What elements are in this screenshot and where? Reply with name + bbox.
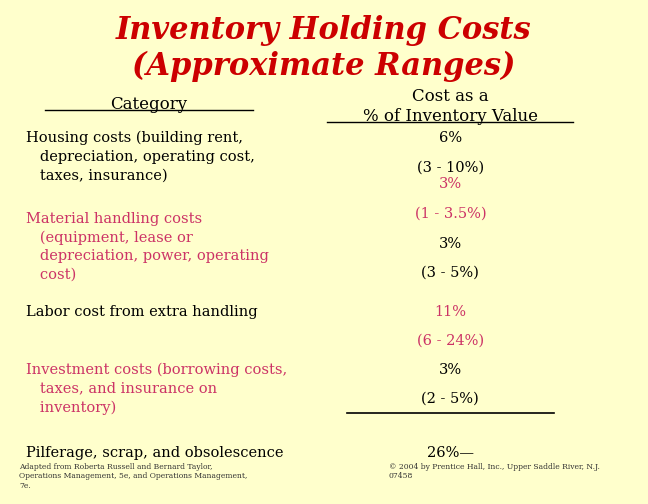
Text: (Approximate Ranges): (Approximate Ranges) [132,50,516,82]
Text: Housing costs (building rent,
   depreciation, operating cost,
   taxes, insuran: Housing costs (building rent, depreciati… [26,131,255,182]
Text: Cost as a: Cost as a [412,88,489,105]
Text: Investment costs (borrowing costs,
   taxes, and insurance on
   inventory): Investment costs (borrowing costs, taxes… [26,363,287,415]
Text: 3%: 3% [439,363,462,377]
Text: 11%: 11% [434,305,467,319]
Text: Adapted from Roberta Russell and Bernard Taylor,
Operations Management, 5e, and : Adapted from Roberta Russell and Bernard… [19,463,248,490]
Text: 3%: 3% [439,177,462,192]
Text: (6 - 24%): (6 - 24%) [417,334,484,348]
Text: (2 - 5%): (2 - 5%) [421,392,480,406]
Text: Inventory Holding Costs: Inventory Holding Costs [116,15,532,46]
Text: (1 - 3.5%): (1 - 3.5%) [415,207,486,221]
Text: (3 - 5%): (3 - 5%) [421,266,480,280]
Text: % of Inventory Value: % of Inventory Value [363,108,538,125]
Text: (3 - 10%): (3 - 10%) [417,160,484,174]
Text: Pilferage, scrap, and obsolescence: Pilferage, scrap, and obsolescence [26,446,283,460]
Text: Material handling costs
   (equipment, lease or
   depreciation, power, operatin: Material handling costs (equipment, leas… [26,212,269,281]
Text: 6%: 6% [439,131,462,145]
Text: 26%—: 26%— [427,446,474,460]
Text: Labor cost from extra handling: Labor cost from extra handling [26,305,257,319]
Text: Category: Category [110,96,188,113]
Text: © 2004 by Prentice Hall, Inc., Upper Saddle River, N.J.
07458: © 2004 by Prentice Hall, Inc., Upper Sad… [389,463,599,480]
Text: 3%: 3% [439,237,462,251]
